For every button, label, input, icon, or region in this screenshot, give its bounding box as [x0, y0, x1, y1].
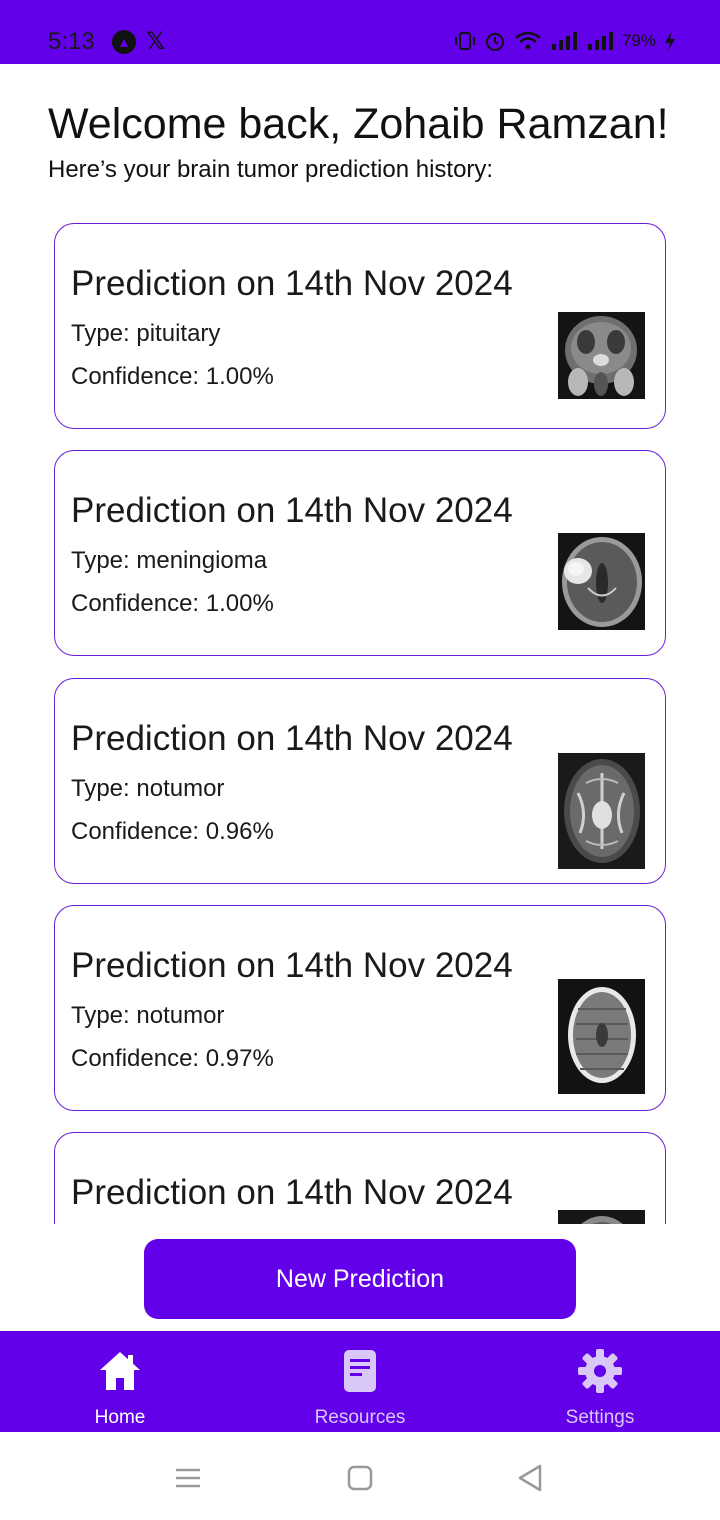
bottom-navigation: Home Resources Settings [0, 1331, 720, 1432]
mri-thumbnail [558, 979, 645, 1094]
prediction-card[interactable]: Prediction on 14th Nov 2024 Type: notumo… [54, 905, 666, 1111]
prediction-list[interactable]: Prediction on 14th Nov 2024 Type: pituit… [0, 222, 720, 1224]
prediction-confidence: Confidence: 1.00% [71, 590, 274, 617]
prediction-type: Type: meningioma [71, 547, 268, 574]
battery-level: 79% [621, 31, 656, 50]
gear-icon [578, 1349, 622, 1393]
prediction-title: Prediction on 14th Nov 2024 [71, 946, 513, 985]
mri-thumbnail [558, 753, 645, 869]
prediction-card[interactable]: Prediction on 14th Nov 2024 Type: mening… [54, 450, 666, 656]
charging-icon [665, 31, 675, 51]
prediction-card[interactable]: Prediction on 14th Nov 2024 Type: pituit… [54, 223, 666, 429]
status-bar: 5:13 ▲ 𝕏 79% [0, 0, 720, 64]
system-status-icons: 79% [454, 30, 676, 52]
nav-settings-label: Settings [565, 1407, 635, 1428]
alarm-icon [485, 33, 504, 51]
prediction-card[interactable]: Prediction on 14th Nov 2024 [54, 1132, 666, 1224]
prediction-confidence: Confidence: 1.00% [71, 363, 274, 390]
prediction-title: Prediction on 14th Nov 2024 [71, 264, 513, 303]
nav-home[interactable]: Home [0, 1331, 240, 1432]
document-icon [344, 1350, 376, 1392]
x-app-icon: 𝕏 [146, 28, 166, 55]
prediction-confidence: Confidence: 0.96% [71, 818, 274, 845]
back-icon[interactable] [512, 1460, 548, 1496]
signal-icon-2 [587, 32, 613, 50]
vibrate-icon [454, 32, 475, 50]
nav-resources-label: Resources [314, 1407, 406, 1428]
nav-home-label: Home [94, 1407, 146, 1428]
welcome-heading: Welcome back, Zohaib Ramzan! [48, 100, 669, 148]
prediction-title: Prediction on 14th Nov 2024 [71, 491, 513, 530]
home-icon [100, 1352, 140, 1390]
prediction-type: Type: notumor [71, 1002, 225, 1029]
mri-thumbnail [558, 533, 645, 630]
mri-thumbnail [558, 1210, 645, 1224]
system-navigation-bar [0, 1432, 720, 1520]
home-square-icon[interactable] [342, 1460, 378, 1496]
menu-icon[interactable] [170, 1460, 206, 1496]
prediction-title: Prediction on 14th Nov 2024 [71, 719, 513, 758]
status-time: 5:13 [48, 28, 95, 55]
wifi-icon [515, 31, 541, 50]
prediction-card[interactable]: Prediction on 14th Nov 2024 Type: notumo… [54, 678, 666, 884]
prediction-title: Prediction on 14th Nov 2024 [71, 1173, 513, 1212]
prediction-type: Type: notumor [71, 775, 225, 802]
prediction-confidence: Confidence: 0.97% [71, 1045, 274, 1072]
prediction-type: Type: pituitary [71, 320, 221, 347]
nav-settings[interactable]: Settings [480, 1331, 720, 1432]
history-subtitle: Here’s your brain tumor prediction histo… [48, 156, 494, 183]
nav-resources[interactable]: Resources [240, 1331, 480, 1432]
new-prediction-button[interactable]: New Prediction [144, 1239, 576, 1319]
signal-icon [551, 32, 577, 50]
notification-icons: ▲ 𝕏 [112, 30, 165, 54]
app-notification-icon: ▲ [112, 30, 136, 54]
mri-thumbnail [558, 312, 645, 399]
